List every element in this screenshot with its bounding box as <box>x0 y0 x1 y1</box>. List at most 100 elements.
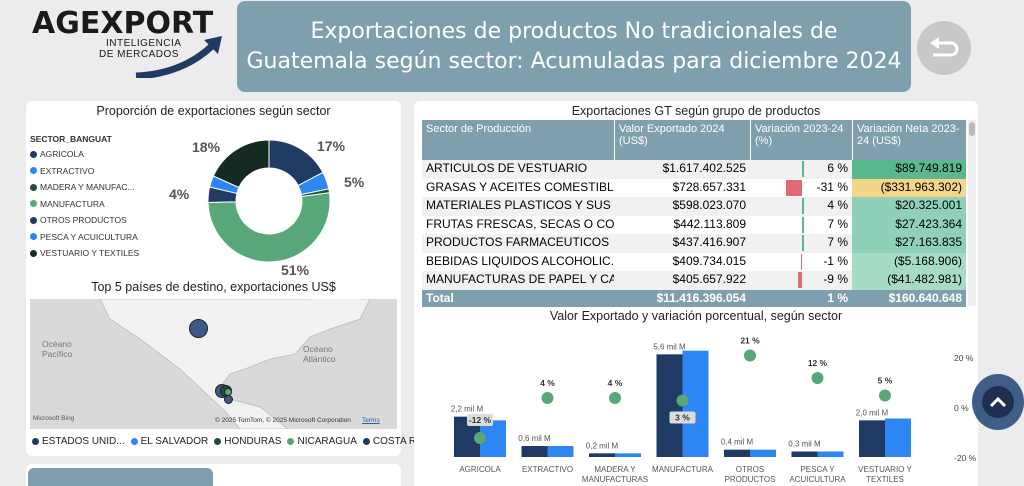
map-legend-item[interactable]: COSTA RICA <box>362 436 433 447</box>
variacion-text: 7 % <box>827 235 848 249</box>
logo-title: AGEXPORT <box>32 6 214 41</box>
pct-point[interactable] <box>811 372 824 384</box>
variacion-text: -9 % <box>823 272 848 286</box>
map-title: Top 5 países de destino, exportaciones U… <box>91 280 336 294</box>
bar-6-0[interactable] <box>859 420 885 457</box>
donut-legend: AGRICOLA EXTRACTIVO MADERA Y MANUFAC... MAN… <box>30 149 139 265</box>
map-legend-item[interactable]: ESTADOS UNID... <box>32 436 125 447</box>
table-row[interactable]: FRUTAS FRESCAS, SECAS O CON... $442.113.8… <box>422 215 966 234</box>
bar-1-1[interactable] <box>547 446 574 457</box>
legend-dot-icon <box>30 233 37 240</box>
bar-2-0[interactable] <box>589 453 615 457</box>
donut-legend-item[interactable]: EXTRACTIVO <box>30 166 139 176</box>
bar-4-0[interactable] <box>724 449 750 457</box>
header-valor[interactable]: Valor Exportado 2024 (US$) <box>614 120 750 160</box>
legend-dot-icon <box>30 200 37 207</box>
donut-legend-item[interactable]: PESCA Y ACUICULTURA <box>30 232 139 242</box>
table-row[interactable]: MANUFACTURAS DE PAPEL Y CA... $405.657.92… <box>422 271 966 290</box>
bar-2-1[interactable] <box>615 453 641 457</box>
table-row[interactable]: GRASAS Y ACEITES COMESTIBLES $728.657.331… <box>422 178 966 198</box>
donut-slice-vestuario[interactable] <box>212 139 270 189</box>
pct-point[interactable] <box>609 392 621 404</box>
bar-value-label: 2,2 mil M <box>451 405 484 414</box>
map-legend-label: ESTADOS UNID... <box>42 436 125 447</box>
pct-point[interactable] <box>676 394 689 407</box>
variacion-text: 6 % <box>827 161 848 175</box>
bar-chart: 20 % 0 % -20 % 2,2 mil M AGRICOLA -12 % 0,6 mi… <box>451 336 977 485</box>
pct-point[interactable] <box>879 389 891 402</box>
map-terms-link[interactable]: Terms <box>362 417 380 424</box>
cell-valor: $598.023.070 <box>672 198 746 212</box>
map-legend-item[interactable]: NICARAGUA <box>287 436 357 447</box>
back-button[interactable] <box>917 21 971 75</box>
cell-valor: $442.113.809 <box>673 216 746 231</box>
pct-point[interactable] <box>474 432 486 444</box>
bar-5-0[interactable] <box>791 451 818 458</box>
total-valor: $11.416.396.054 <box>656 290 746 305</box>
donut-legend-label: VESTUARIO Y TEXTILES <box>40 248 140 258</box>
bar-value-label: 0,2 mil M <box>586 441 619 450</box>
map[interactable]: Océano Pacífico Océano Atlántico Microso… <box>30 299 397 429</box>
donut-legend-item[interactable]: VESTUARIO Y TEXTILES <box>30 248 139 258</box>
donut-legend-item[interactable]: MADERA Y MANUFAC... <box>30 182 139 192</box>
bottom-tab[interactable] <box>28 468 213 486</box>
bar-6-1[interactable] <box>885 418 911 458</box>
header-variacion[interactable]: Variación 2023-24 (%) <box>750 120 852 160</box>
header-sector[interactable]: Sector de Producción <box>422 120 614 160</box>
logo-arrow-icon <box>135 36 222 78</box>
pct-point[interactable] <box>541 392 554 404</box>
bar-3-0[interactable] <box>656 354 683 457</box>
total-variacion: 1 % <box>827 290 848 305</box>
pct-label: 5 % <box>878 376 893 386</box>
variacion-text: 7 % <box>827 216 848 231</box>
right-axis-tick: -20 % <box>954 453 977 463</box>
donut-legend-item[interactable]: MANUFACTURA <box>30 199 139 209</box>
donut-legend-item[interactable]: AGRICOLA <box>30 149 139 159</box>
table-header-row: Sector de Producción Valor Exportado 202… <box>422 120 966 160</box>
donut-legend-label: OTROS PRODUCTOS <box>40 215 127 225</box>
map-legend-item[interactable]: EL SALVADOR <box>130 436 208 447</box>
donut-label-51: 51% <box>281 262 310 278</box>
table-scrollbar-thumb[interactable] <box>969 122 975 136</box>
donut-legend-title: SECTOR_BANGUAT <box>30 134 112 144</box>
header-variacion-neta[interactable]: Variación Neta 2023-24 (US$) <box>852 120 966 160</box>
cell-sector: BEBIDAS LIQUIDOS ALCOHOLIC... <box>426 253 614 268</box>
bar-value-label: 0,4 mil M <box>721 438 754 447</box>
table-row[interactable]: MATERIALES PLASTICOS Y SUS ... $598.023.0… <box>422 197 966 216</box>
table-row[interactable]: ARTICULOS DE VESTUARIO $1.617.402.525 6 % $… <box>422 160 966 179</box>
cell-variacion: -9 % <box>750 271 852 290</box>
pct-point[interactable] <box>744 349 756 362</box>
table-row[interactable]: BEBIDAS LIQUIDOS ALCOHOLIC... $409.734.01… <box>422 252 966 271</box>
variacion-databar <box>802 198 804 214</box>
bar-5-1[interactable] <box>817 451 844 458</box>
variacion-text: -31 % <box>816 179 848 194</box>
legend-dot-icon <box>287 438 295 445</box>
bar-1-0[interactable] <box>521 446 548 457</box>
scroll-up-button[interactable] <box>972 374 1024 430</box>
donut-slice-manufactura[interactable] <box>207 192 331 263</box>
bar-4-1[interactable] <box>750 449 776 457</box>
map-legend: ESTADOS UNID... EL SALVADOR HONDURAS NICARA… <box>32 436 433 447</box>
table-scrollbar[interactable] <box>968 120 976 306</box>
map-land <box>99 299 371 429</box>
map-legend-label: COSTA RICA <box>372 436 433 447</box>
legend-dot-icon <box>130 438 138 445</box>
donut-legend-label: MANUFACTURA <box>40 198 105 209</box>
category-label: PESCA Y <box>800 465 835 474</box>
variacion-databar <box>802 161 804 177</box>
table-row[interactable]: PRODUCTOS FARMACEUTICOS $437.416.907 7 % $2… <box>422 234 966 253</box>
map-legend-item[interactable]: HONDURAS <box>214 436 281 447</box>
cell-variacion: -31 % <box>750 179 852 198</box>
map-bubble-costa-rica[interactable] <box>224 395 233 404</box>
cell-neta: $27.423.364 <box>852 215 966 234</box>
donut-legend-label: MADERA Y MANUFAC... <box>40 182 135 192</box>
chevron-up-icon <box>982 386 1014 418</box>
table-total-row: Total $11.416.396.054 1 % $160.640.648 <box>422 289 966 307</box>
legend-dot-icon <box>30 216 37 224</box>
cell-sector: MANUFACTURAS DE PAPEL Y CA... <box>426 272 614 286</box>
donut-legend-item[interactable]: OTROS PRODUCTOS <box>30 215 139 225</box>
map-bubble-estados-unidos[interactable] <box>189 319 208 338</box>
map-copyright: © 2025 TomTom, © 2025 Microsoft Corporat… <box>215 417 351 424</box>
bing-logo: Microsoft Bing <box>33 415 75 422</box>
variacion-databar <box>802 235 804 251</box>
